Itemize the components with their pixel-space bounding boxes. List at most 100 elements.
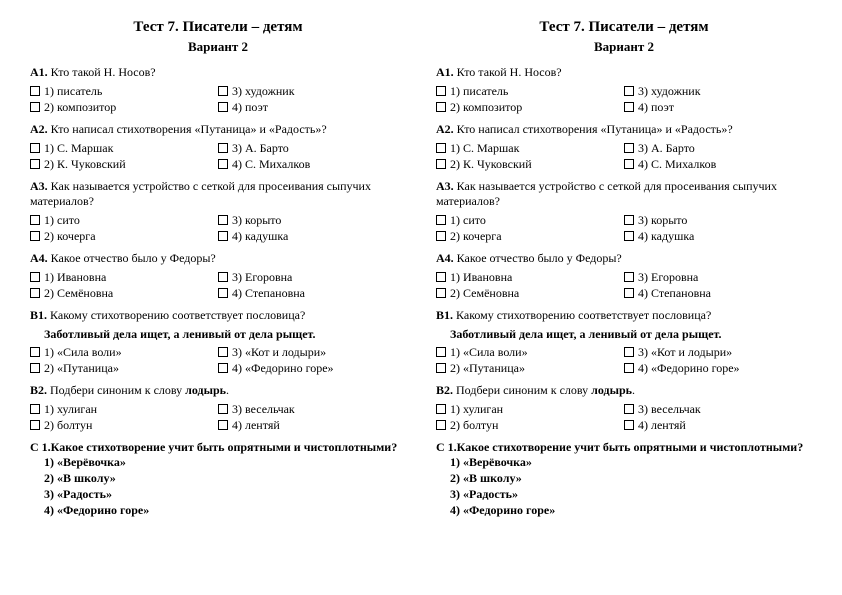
question-a4: А4. Какое отчество было у Федоры? [436, 251, 812, 266]
question-text: Как называется устройство с сеткой для п… [436, 179, 777, 208]
option-text: 3) весельчак [232, 402, 295, 417]
option: 1) писатель [30, 84, 218, 99]
checkbox[interactable] [436, 159, 446, 169]
proverb: Заботливый дела ищет, а ленивый от дела … [450, 327, 812, 342]
option: 3) «Кот и лодыри» [218, 345, 406, 360]
checkbox[interactable] [624, 272, 634, 282]
question-text: Какое отчество было у Федоры? [457, 251, 622, 265]
checkbox[interactable] [218, 86, 228, 96]
checkbox[interactable] [30, 159, 40, 169]
checkbox[interactable] [436, 420, 446, 430]
option: 4) лентяй [218, 418, 406, 433]
checkbox[interactable] [218, 347, 228, 357]
checkbox[interactable] [436, 347, 446, 357]
checkbox[interactable] [436, 272, 446, 282]
option-text: 3) «Кот и лодыри» [232, 345, 326, 360]
checkbox[interactable] [218, 159, 228, 169]
checkbox[interactable] [218, 143, 228, 153]
option-text: 1) Ивановна [44, 270, 106, 285]
checkbox[interactable] [218, 215, 228, 225]
checkbox[interactable] [624, 420, 634, 430]
option: 2) композитор [30, 100, 218, 115]
option-text: 4) «Федорино горе» [450, 503, 812, 518]
checkbox[interactable] [30, 231, 40, 241]
test-variant: Вариант 2 [30, 39, 406, 55]
checkbox[interactable] [30, 420, 40, 430]
option-text: 3) Егоровна [638, 270, 698, 285]
checkbox[interactable] [624, 215, 634, 225]
checkbox[interactable] [30, 102, 40, 112]
checkbox[interactable] [624, 347, 634, 357]
option: 2) болтун [436, 418, 624, 433]
options-a4: 1) Ивановна 3) Егоровна 2) Семёновна 4) … [436, 270, 812, 302]
checkbox[interactable] [436, 231, 446, 241]
checkbox[interactable] [624, 143, 634, 153]
checkbox[interactable] [624, 404, 634, 414]
checkbox[interactable] [624, 86, 634, 96]
option-text: 1) сито [450, 213, 486, 228]
option-text: 4) лентяй [232, 418, 280, 433]
option-text: 1) Ивановна [450, 270, 512, 285]
option: 2) Семёновна [30, 286, 218, 301]
checkbox[interactable] [436, 363, 446, 373]
checkbox[interactable] [30, 404, 40, 414]
checkbox[interactable] [30, 363, 40, 373]
checkbox[interactable] [30, 288, 40, 298]
option: 4) С. Михалков [624, 157, 812, 172]
checkbox[interactable] [624, 288, 634, 298]
question-c1: С 1.Какое стихотворение учит быть опрятн… [30, 440, 406, 455]
option: 4) Степановна [624, 286, 812, 301]
question-b2: В2. Подбери синоним к слову лодырь. [436, 383, 812, 398]
checkbox[interactable] [624, 363, 634, 373]
option-text: 2) «В школу» [450, 471, 812, 486]
option-text: 4) С. Михалков [638, 157, 716, 172]
checkbox[interactable] [218, 231, 228, 241]
option: 1) писатель [436, 84, 624, 99]
question-text: Кто написал стихотворения «Путаница» и «… [457, 122, 733, 136]
test-column-left: Тест 7. Писатели – детям Вариант 2 А1. К… [30, 18, 406, 577]
checkbox[interactable] [624, 159, 634, 169]
checkbox[interactable] [30, 272, 40, 282]
option-text: 4) кадушка [638, 229, 694, 244]
checkbox[interactable] [218, 420, 228, 430]
question-label: А1. [436, 65, 454, 79]
checkbox[interactable] [218, 288, 228, 298]
test-variant: Вариант 2 [436, 39, 812, 55]
checkbox[interactable] [624, 102, 634, 112]
option-text: 2) «В школу» [44, 471, 406, 486]
option: 2) «Путаница» [436, 361, 624, 376]
option-text: 2) болтун [450, 418, 498, 433]
checkbox[interactable] [30, 143, 40, 153]
options-a2: 1) С. Маршак 3) А. Барто 2) К. Чуковский… [30, 141, 406, 173]
question-text: Кто написал стихотворения «Путаница» и «… [51, 122, 327, 136]
option-text: 2) «Путаница» [450, 361, 525, 376]
checkbox[interactable] [436, 215, 446, 225]
checkbox[interactable] [218, 404, 228, 414]
checkbox[interactable] [436, 102, 446, 112]
option: 4) поэт [218, 100, 406, 115]
option-text: 2) Семёновна [44, 286, 113, 301]
option: 2) «Путаница» [30, 361, 218, 376]
checkbox[interactable] [436, 143, 446, 153]
option-text: 1) «Верёвочка» [44, 455, 406, 470]
option-text: 2) Семёновна [450, 286, 519, 301]
option: 3) художник [624, 84, 812, 99]
checkbox[interactable] [436, 288, 446, 298]
checkbox[interactable] [218, 363, 228, 373]
question-text: Подбери синоним к слову лодырь. [456, 383, 635, 397]
checkbox[interactable] [218, 102, 228, 112]
option: 3) корыто [624, 213, 812, 228]
checkbox[interactable] [436, 86, 446, 96]
checkbox[interactable] [30, 215, 40, 225]
checkbox[interactable] [218, 272, 228, 282]
checkbox[interactable] [436, 404, 446, 414]
options-a2: 1) С. Маршак 3) А. Барто 2) К. Чуковский… [436, 141, 812, 173]
option-text: 3) А. Барто [232, 141, 289, 156]
option-text: 4) кадушка [232, 229, 288, 244]
option-text: 4) поэт [232, 100, 268, 115]
checkbox[interactable] [30, 347, 40, 357]
option-text: 2) болтун [44, 418, 92, 433]
checkbox[interactable] [624, 231, 634, 241]
options-c1: 1) «Верёвочка» 2) «В школу» 3) «Радость»… [450, 455, 812, 518]
checkbox[interactable] [30, 86, 40, 96]
